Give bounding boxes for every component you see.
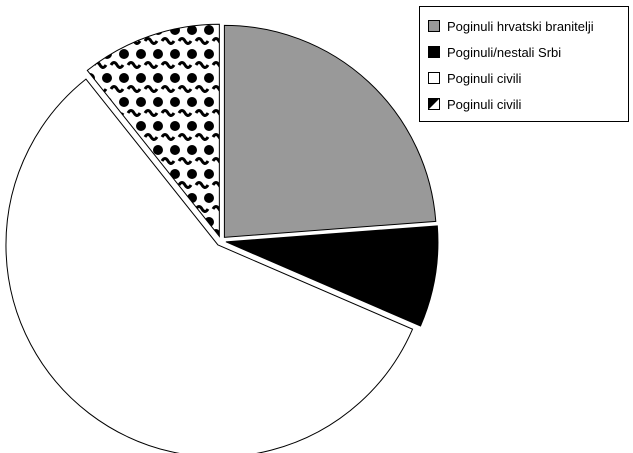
legend-item-hrvatski-branitelji: Poginuli hrvatski branitelji (428, 13, 628, 39)
chart-legend: Poginuli hrvatski branitelji Poginuli/ne… (419, 6, 629, 122)
legend-swatch-white (428, 72, 440, 84)
legend-swatch-black (428, 46, 440, 58)
legend-label: Poginuli/nestali Srbi (447, 44, 562, 60)
pie-slice-civili-patterned (86, 23, 220, 238)
legend-swatch-gray (428, 20, 440, 32)
pie-slice-civili (5, 78, 414, 453)
legend-label: Poginuli civili (447, 70, 522, 86)
legend-label: Poginuli civili (447, 96, 522, 112)
legend-item-srbi: Poginuli/nestali Srbi (428, 39, 628, 65)
legend-swatch-pattern (428, 98, 440, 110)
pie-slice-srbi (225, 225, 439, 327)
pie-slice-hrvatski-branitelji (223, 24, 437, 238)
legend-item-civili: Poginuli civili (428, 65, 628, 91)
legend-label: Poginuli hrvatski branitelji (447, 18, 594, 34)
legend-item-civili-patterned: Poginuli civili (428, 91, 628, 117)
